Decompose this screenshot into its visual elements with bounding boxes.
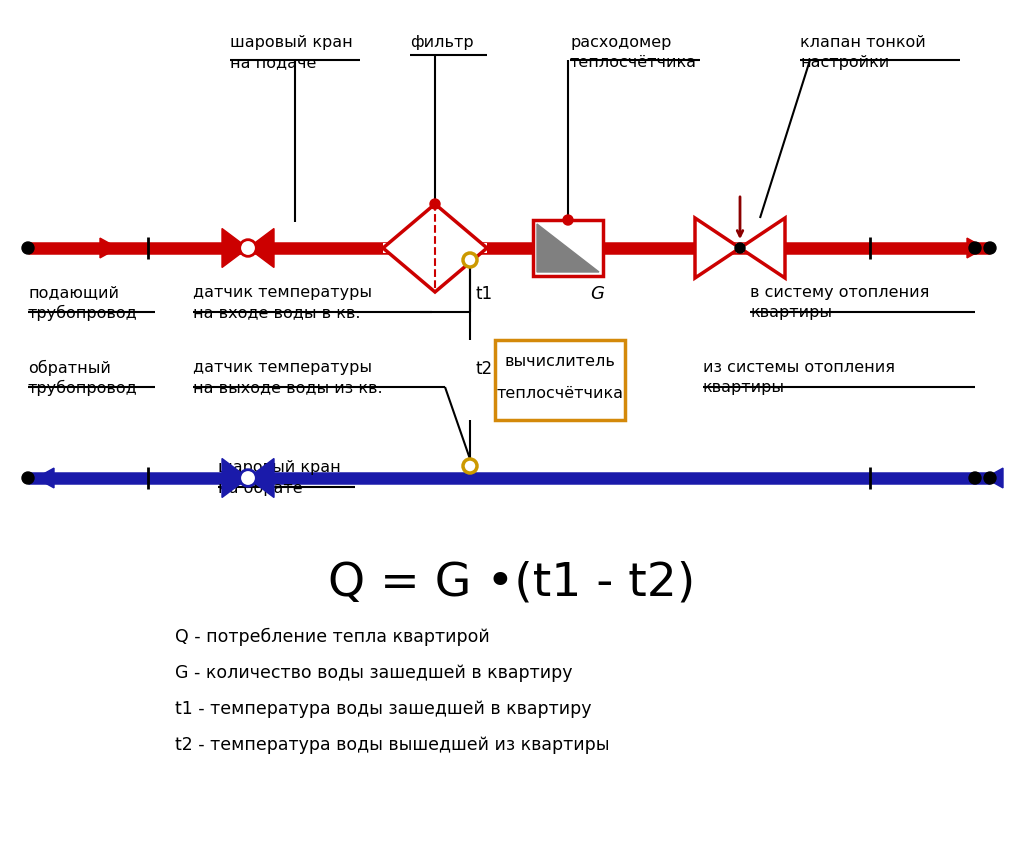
Text: расходомер: расходомер: [570, 35, 672, 50]
Text: Q - потребление тепла квартирой: Q - потребление тепла квартирой: [175, 628, 489, 646]
Bar: [534, 243, 603, 253]
Circle shape: [463, 253, 477, 267]
Text: датчик температуры: датчик температуры: [193, 285, 372, 300]
Text: настройки: настройки: [800, 55, 889, 70]
Text: шаровый кран: шаровый кран: [230, 35, 352, 50]
Circle shape: [22, 242, 34, 254]
Polygon shape: [36, 468, 54, 488]
Text: на выходе воды из кв.: на выходе воды из кв.: [193, 380, 383, 395]
Bar: [222, 473, 274, 483]
Bar: [495, 340, 625, 420]
Bar: [534, 220, 603, 276]
Text: t2: t2: [476, 360, 494, 378]
Text: квартиры: квартиры: [750, 305, 831, 320]
Text: обратный: обратный: [28, 360, 111, 377]
Text: вычислитель: вычислитель: [505, 354, 615, 370]
Circle shape: [463, 459, 477, 473]
Polygon shape: [222, 228, 248, 267]
Circle shape: [735, 243, 745, 253]
Bar: [383, 243, 487, 253]
Polygon shape: [740, 218, 785, 278]
Circle shape: [563, 215, 573, 225]
Bar: [222, 243, 274, 253]
Circle shape: [430, 199, 440, 209]
Text: теплосчётчика: теплосчётчика: [497, 387, 624, 401]
Text: датчик температуры: датчик температуры: [193, 360, 372, 375]
Polygon shape: [985, 468, 1002, 488]
Circle shape: [969, 472, 981, 484]
Text: G: G: [590, 285, 604, 303]
Polygon shape: [100, 238, 118, 258]
Text: трубопровод: трубопровод: [28, 305, 138, 321]
Circle shape: [22, 472, 34, 484]
Circle shape: [240, 470, 256, 486]
Text: t2 - температура воды вышедшей из квартиры: t2 - температура воды вышедшей из кварти…: [175, 736, 609, 754]
Text: на входе воды в кв.: на входе воды в кв.: [193, 305, 360, 320]
Text: t1 - температура воды зашедшей в квартиру: t1 - температура воды зашедшей в квартир…: [175, 700, 592, 718]
Text: из системы отопления: из системы отопления: [703, 360, 895, 375]
Text: подающий: подающий: [28, 285, 119, 300]
Polygon shape: [248, 228, 274, 267]
Text: на обрате: на обрате: [218, 480, 303, 496]
Polygon shape: [222, 459, 248, 498]
Text: фильтр: фильтр: [410, 35, 474, 50]
Text: в систему отопления: в систему отопления: [750, 285, 930, 300]
Text: t1: t1: [476, 285, 494, 303]
Polygon shape: [383, 204, 487, 292]
Text: квартиры: квартиры: [703, 380, 785, 395]
Text: клапан тонкой: клапан тонкой: [800, 35, 926, 50]
Polygon shape: [537, 224, 599, 272]
Polygon shape: [695, 218, 740, 278]
Circle shape: [969, 242, 981, 254]
Text: Q = G •(t1 - t2): Q = G •(t1 - t2): [329, 560, 695, 605]
Text: трубопровод: трубопровод: [28, 380, 138, 396]
Bar: [694, 243, 786, 253]
Text: на подаче: на подаче: [230, 55, 316, 70]
Polygon shape: [248, 459, 274, 498]
Circle shape: [240, 240, 256, 256]
Text: шаровый кран: шаровый кран: [218, 460, 341, 475]
Polygon shape: [967, 238, 985, 258]
Text: G - количество воды зашедшей в квартиру: G - количество воды зашедшей в квартиру: [175, 664, 572, 682]
Circle shape: [984, 472, 996, 484]
Circle shape: [984, 242, 996, 254]
Text: теплосчётчика: теплосчётчика: [570, 55, 697, 70]
